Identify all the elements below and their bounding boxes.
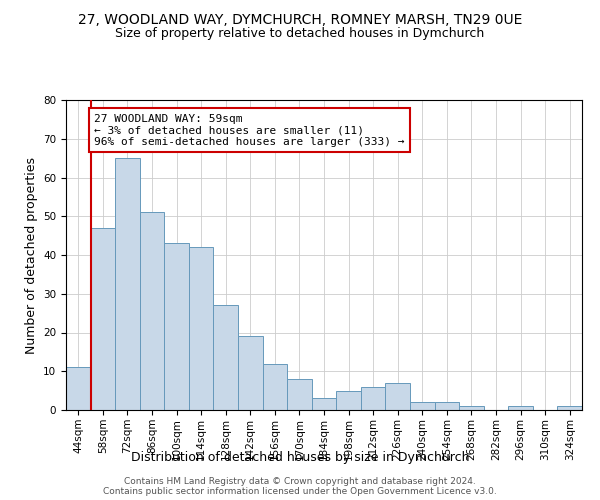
Text: 27 WOODLAND WAY: 59sqm
← 3% of detached houses are smaller (11)
96% of semi-deta: 27 WOODLAND WAY: 59sqm ← 3% of detached … <box>94 114 405 147</box>
Bar <box>164 244 189 410</box>
Text: Distribution of detached houses by size in Dymchurch: Distribution of detached houses by size … <box>131 451 469 464</box>
Bar <box>115 158 140 410</box>
Text: Contains public sector information licensed under the Open Government Licence v3: Contains public sector information licen… <box>103 488 497 496</box>
Bar <box>91 228 115 410</box>
Text: Size of property relative to detached houses in Dymchurch: Size of property relative to detached ho… <box>115 28 485 40</box>
Bar <box>312 398 336 410</box>
Text: 27, WOODLAND WAY, DYMCHURCH, ROMNEY MARSH, TN29 0UE: 27, WOODLAND WAY, DYMCHURCH, ROMNEY MARS… <box>78 12 522 26</box>
Bar <box>385 383 410 410</box>
Bar <box>287 379 312 410</box>
Text: Contains HM Land Registry data © Crown copyright and database right 2024.: Contains HM Land Registry data © Crown c… <box>124 476 476 486</box>
Bar <box>336 390 361 410</box>
Bar <box>361 387 385 410</box>
Bar <box>459 406 484 410</box>
Y-axis label: Number of detached properties: Number of detached properties <box>25 156 38 354</box>
Bar <box>410 402 434 410</box>
Bar <box>189 247 214 410</box>
Bar <box>434 402 459 410</box>
Bar <box>508 406 533 410</box>
Bar <box>66 368 91 410</box>
Bar <box>140 212 164 410</box>
Bar <box>238 336 263 410</box>
Bar <box>557 406 582 410</box>
Bar <box>263 364 287 410</box>
Bar <box>214 306 238 410</box>
